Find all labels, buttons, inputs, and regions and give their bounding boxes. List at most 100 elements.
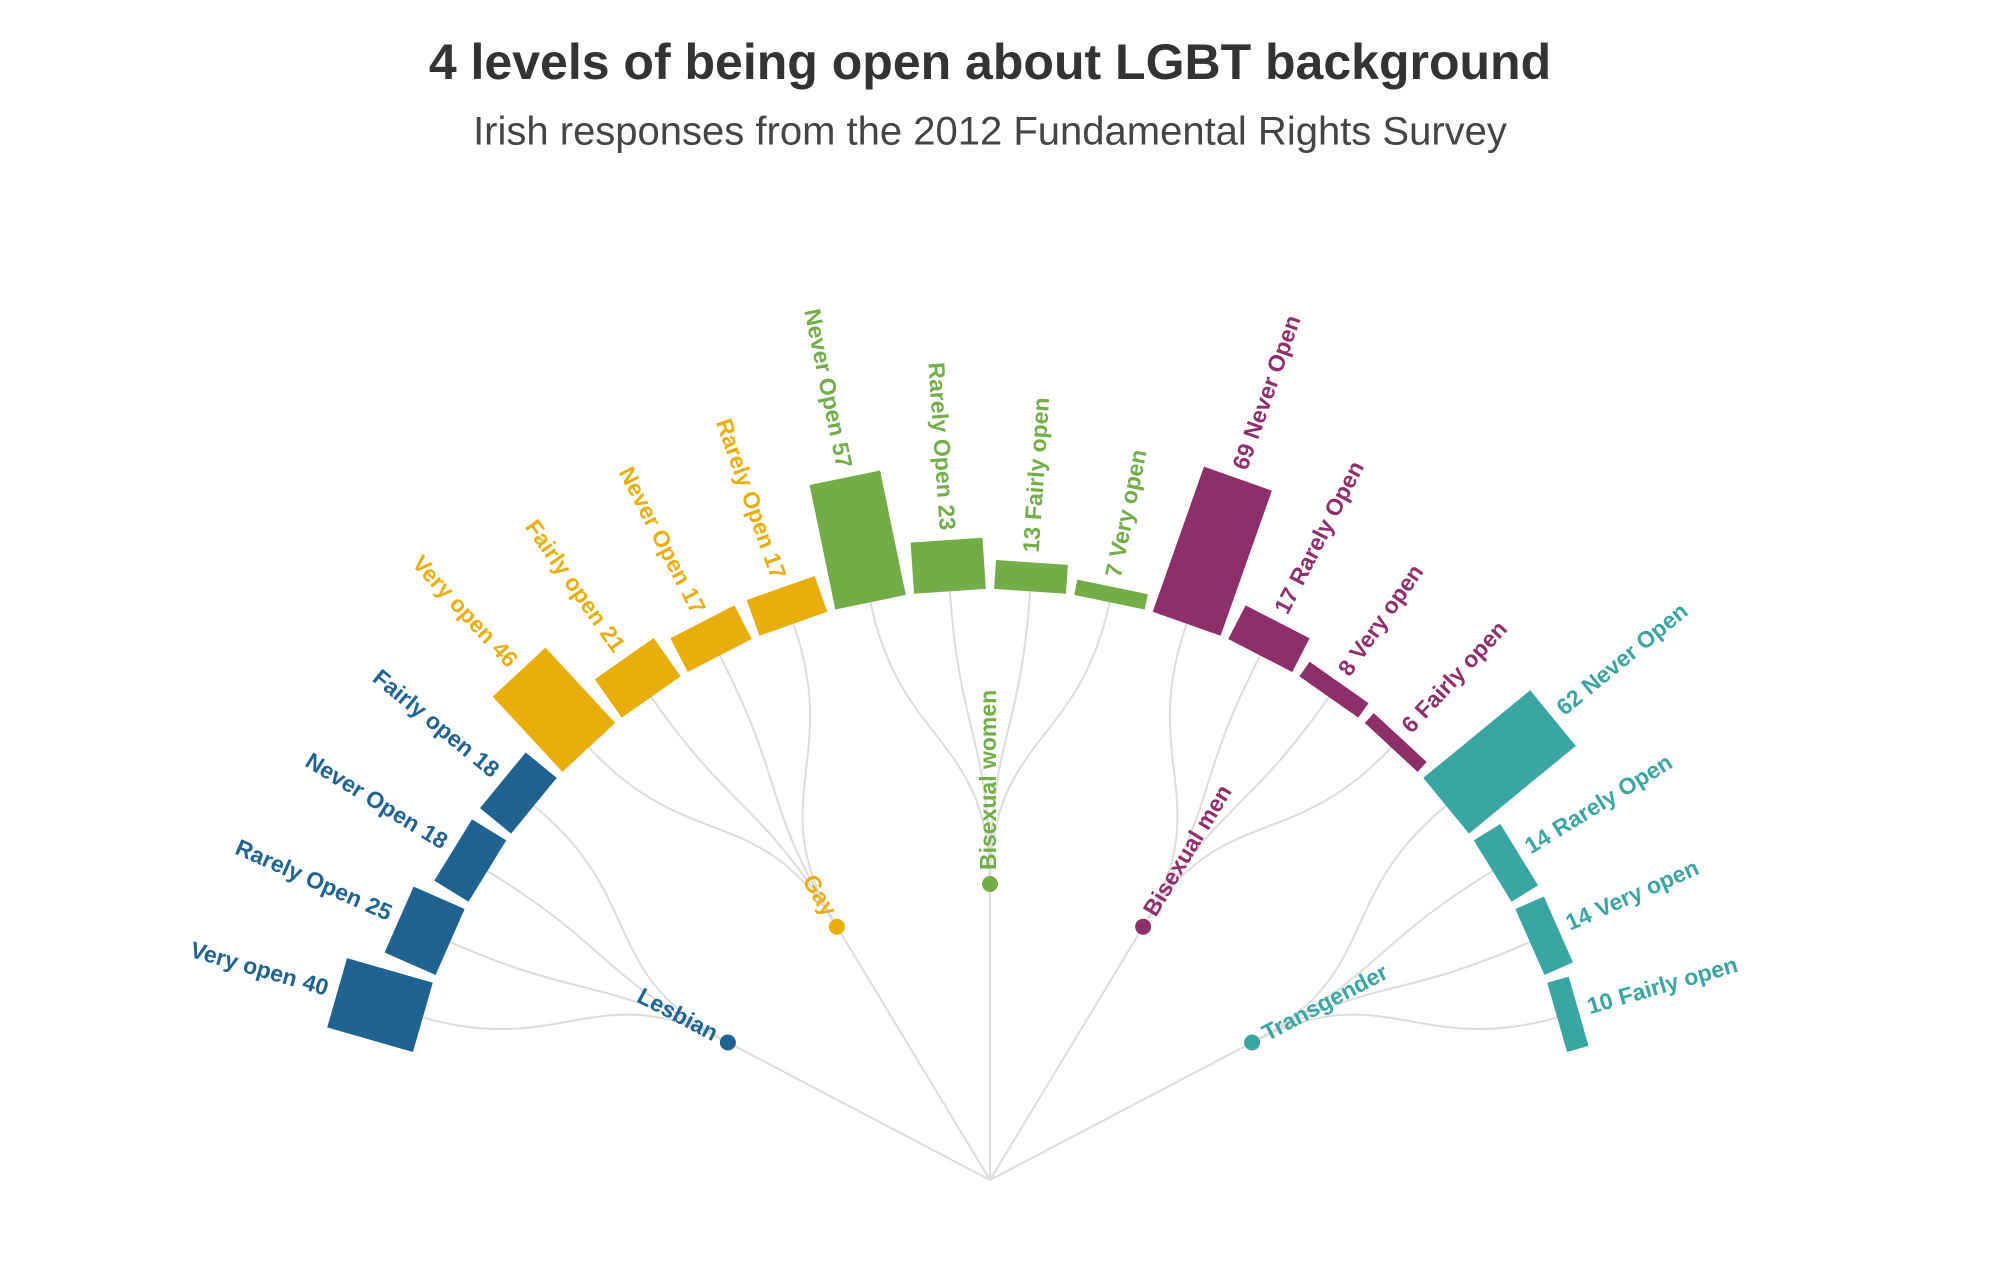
group-node bbox=[828, 918, 845, 935]
bar bbox=[480, 752, 557, 834]
links bbox=[422, 591, 1558, 1181]
leaf-label: Fairly open21 bbox=[520, 515, 631, 657]
root-link bbox=[727, 1041, 991, 1181]
leaf-label-name: Very open bbox=[187, 936, 300, 991]
group-label-group: Bisexual women bbox=[975, 690, 1001, 870]
leaf-label-group: 14Very open bbox=[1562, 854, 1703, 935]
leaf-link bbox=[1251, 805, 1447, 1044]
leaf-link bbox=[1251, 941, 1531, 1044]
leaf-label: 17Rarely Open bbox=[1269, 457, 1369, 618]
leaf-link bbox=[1142, 746, 1392, 928]
leaf-label-group: 7 Very open bbox=[1100, 447, 1152, 579]
leaf-label: Never Open17 bbox=[614, 462, 711, 618]
bar bbox=[492, 647, 616, 772]
leaf-label-group: 62Never Open bbox=[1551, 598, 1692, 721]
leaf-label: Fairly open18 bbox=[368, 664, 505, 783]
bar bbox=[809, 470, 906, 610]
leaf-label: 13 Fairly open bbox=[1018, 397, 1054, 554]
leaf-link bbox=[486, 870, 729, 1044]
leaf-label-group: Never Open18 bbox=[301, 747, 453, 854]
nodes bbox=[719, 876, 1261, 1051]
leaf-label-group: 8Very open bbox=[1333, 559, 1429, 680]
bars bbox=[327, 466, 1589, 1052]
leaf-label: 69Never Open bbox=[1227, 312, 1305, 473]
leaf-label-value: 7 bbox=[1100, 562, 1128, 580]
leaf-link bbox=[989, 601, 1111, 885]
bar bbox=[670, 605, 752, 673]
leaf-label-group: Fairly open21 bbox=[520, 515, 631, 657]
leaf-label: 8Very open bbox=[1333, 559, 1429, 680]
leaf-label-name: Never Open bbox=[1238, 312, 1306, 442]
leaf-label: Rarely Open17 bbox=[711, 415, 792, 582]
leaf-label: 62Never Open bbox=[1551, 598, 1692, 721]
bar bbox=[434, 819, 507, 902]
leaf-label-name: Rarely Open bbox=[1284, 457, 1369, 589]
leaf-label: Never Open18 bbox=[301, 747, 453, 854]
leaf-label-value: 17 bbox=[758, 549, 791, 582]
leaf-label-name: Fairly open bbox=[368, 664, 479, 762]
chart-subtitle: Irish responses from the 2012 Fundamenta… bbox=[473, 110, 1507, 154]
group-node bbox=[982, 876, 998, 892]
bar bbox=[746, 575, 828, 636]
leaf-link bbox=[449, 941, 729, 1044]
leaf-label-value: 69 bbox=[1227, 440, 1260, 473]
leaf-label-group: Rarely Open17 bbox=[711, 415, 792, 582]
root-link bbox=[989, 926, 1144, 1181]
group-label-group: Transgender bbox=[1258, 959, 1392, 1046]
leaf-link bbox=[989, 591, 1032, 885]
leaf-label-value: 23 bbox=[933, 504, 961, 531]
leaf-label-name: Very open bbox=[1591, 854, 1702, 922]
leaf-link bbox=[533, 805, 729, 1044]
leaf-link bbox=[718, 655, 838, 928]
leaf-label-value: 14 bbox=[1520, 823, 1556, 859]
bar bbox=[994, 559, 1068, 594]
leaf-label-group: 13 Fairly open bbox=[1018, 397, 1054, 554]
leaf-label-group: Never Open57 bbox=[799, 307, 857, 471]
leaf-link bbox=[588, 746, 838, 928]
leaf-label-name: Fairly open bbox=[1615, 951, 1740, 1010]
leaf-label-value: 21 bbox=[595, 621, 631, 657]
leaf-link bbox=[948, 591, 991, 885]
leaf-link bbox=[1142, 623, 1188, 928]
root-link bbox=[836, 926, 991, 1181]
leaf-label-group: Rarely Open25 bbox=[232, 834, 396, 926]
leaf-label: Rarely Open 23 bbox=[923, 361, 960, 530]
group-label: Bisexual men bbox=[1138, 780, 1237, 920]
bar bbox=[1547, 976, 1589, 1052]
chart-title: 4 levels of being open about LGBT backgr… bbox=[429, 34, 1551, 90]
leaf-label-name: Never Open bbox=[799, 307, 851, 439]
group-node bbox=[719, 1034, 736, 1051]
leaf-label-name: Never Open bbox=[614, 462, 696, 589]
leaf-label-value: 62 bbox=[1551, 684, 1587, 720]
leaf-link bbox=[1251, 870, 1494, 1044]
leaf-label-name: Fairly open bbox=[1410, 616, 1512, 724]
bar bbox=[1074, 579, 1148, 610]
leaf-label-group: 17Rarely Open bbox=[1269, 457, 1369, 618]
leaf-label-value: 14 bbox=[1562, 901, 1596, 935]
leaf-label-value: 10 bbox=[1584, 987, 1616, 1019]
leaf-label-group: Very open40 bbox=[187, 936, 331, 1000]
group-label: Lesbian bbox=[633, 982, 722, 1045]
bar bbox=[1228, 605, 1310, 673]
leaf-label: 10Fairly open bbox=[1584, 951, 1740, 1019]
leaf-label-group: Very open46 bbox=[407, 550, 523, 672]
leaf-link bbox=[1142, 696, 1330, 928]
leaf-label-name: Fairly open bbox=[1020, 397, 1054, 521]
bar bbox=[1473, 824, 1539, 902]
leaf-label-value: 17 bbox=[676, 583, 711, 618]
leaf-label-value: 13 bbox=[1018, 526, 1046, 553]
bar bbox=[1299, 661, 1369, 718]
leaf-label-name: Very open bbox=[407, 550, 501, 648]
leaf-label-value: 17 bbox=[1269, 583, 1304, 618]
leaf-label-name: Fairly open bbox=[520, 515, 612, 630]
leaf-label-name: Rarely Open bbox=[232, 834, 366, 912]
bar bbox=[1515, 896, 1573, 975]
leaf-label-group: 69Never Open bbox=[1227, 312, 1305, 473]
leaf-label: Very open40 bbox=[187, 936, 331, 1000]
leaf-label-value: 57 bbox=[827, 440, 858, 470]
group-node bbox=[1244, 1034, 1261, 1051]
leaf-label-value: 18 bbox=[468, 746, 504, 782]
leaf-label: Rarely Open25 bbox=[232, 834, 396, 926]
leaf-link bbox=[792, 623, 838, 928]
